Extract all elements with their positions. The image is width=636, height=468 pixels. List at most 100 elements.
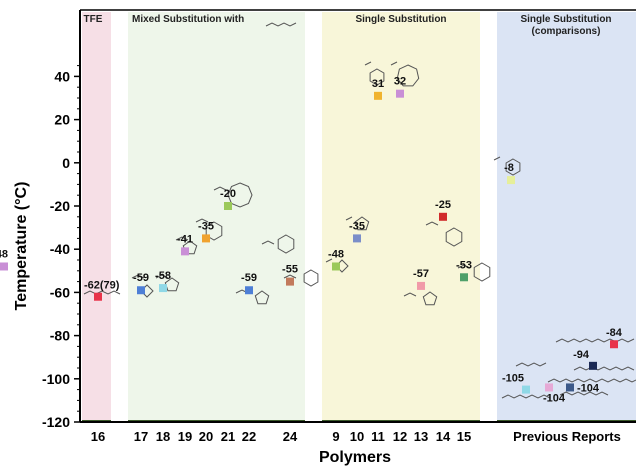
linker-structure	[364, 61, 372, 66]
data-label: -104	[577, 382, 600, 394]
data-point	[159, 284, 167, 293]
y-tick-label: -20	[50, 198, 70, 214]
linker-structure	[425, 221, 439, 226]
data-point	[137, 286, 145, 295]
x-tick-label: 16	[91, 429, 105, 444]
x-axis-label: Polymers	[319, 449, 391, 466]
x-tick-label: 18	[156, 429, 170, 444]
phenyl-ring-structure	[505, 158, 521, 176]
data-label: 31	[372, 78, 384, 90]
data-label: -8	[504, 162, 514, 174]
cyclopentyl-ring-structure	[422, 291, 438, 306]
x-tick-label: 11	[371, 429, 385, 444]
cyclohexyl-ring-structure	[303, 269, 319, 287]
cyclohexyl-ring-structure	[473, 262, 491, 282]
data-point	[286, 277, 294, 286]
region-4-label: Single Substitution	[520, 14, 611, 25]
data-label: -35	[349, 220, 365, 232]
data-point	[507, 176, 515, 185]
alkyl-chain-structure	[501, 394, 551, 399]
data-label: -53	[456, 259, 472, 271]
data-point	[460, 273, 468, 282]
cyclohexyl-ring-structure	[205, 221, 223, 241]
data-point	[245, 286, 253, 295]
region-2-background	[128, 12, 305, 422]
data-point	[0, 262, 8, 271]
alkyl-chain-structure	[515, 362, 547, 367]
linker-structure	[345, 216, 353, 221]
alkyl-chain-structure	[547, 378, 636, 383]
data-label: -104	[543, 392, 566, 404]
cyclopentyl-ring-structure	[354, 216, 370, 231]
data-label: -25	[435, 199, 451, 211]
x-tick-label: 15	[457, 429, 471, 444]
y-axis-label: Temperature (°C)	[13, 182, 30, 311]
y-tick-label: -100	[42, 371, 70, 387]
x-tick-label: 9	[332, 429, 339, 444]
linker-structure	[325, 258, 333, 263]
alkyl-chain-structure	[559, 391, 609, 396]
x-tick-label: Previous Reports	[513, 429, 621, 444]
x-tick-label: 10	[350, 429, 364, 444]
chemical-structures	[83, 22, 636, 399]
data-label: -59	[133, 272, 149, 284]
y-tick-label: -60	[50, 284, 70, 300]
linker-structure	[457, 264, 471, 269]
x-tick-label: 21	[221, 429, 235, 444]
data-point	[522, 385, 530, 394]
data-label: -84	[606, 327, 623, 339]
data-label: -48	[328, 248, 344, 260]
linker-structure	[403, 292, 417, 297]
data-point	[202, 234, 210, 243]
data-point	[353, 234, 361, 243]
cyclopentyl-ring-structure	[182, 240, 198, 255]
axes: -120 -100 -80 -60 -40 -20 0 20 40 16 17 18 19 20 21 22 2…	[42, 10, 636, 444]
linker-structure	[175, 236, 189, 241]
y-tick-label: 0	[62, 155, 70, 171]
data-label: -62(79)	[84, 280, 120, 292]
data-point	[589, 361, 597, 370]
cyclopentyl-ring-structure	[164, 277, 180, 292]
alkyl-chain-structure	[573, 366, 635, 371]
x-tick-label: 24	[283, 429, 298, 444]
data-point	[566, 383, 574, 392]
data-points: -62(79) -59 -58 -41 -35 -20 -59 -48 -55 -48 -35 31 3…	[0, 76, 623, 404]
region-2-label: Mixed Substitution with	[132, 14, 244, 25]
data-label: -94	[573, 349, 590, 361]
linker-structure	[155, 274, 169, 279]
region-1-label: TFE	[84, 14, 103, 25]
data-label: -57	[413, 268, 429, 280]
region-1-background	[82, 12, 111, 422]
data-label: 32	[394, 76, 406, 88]
linker-structure	[283, 274, 297, 279]
data-point	[224, 202, 232, 210]
region-3-label: Single Substitution	[355, 14, 446, 25]
data-label: -20	[220, 188, 236, 200]
trifluoroethoxy-structure	[83, 290, 121, 295]
cycloheptyl-ring-structure	[396, 64, 420, 87]
cyclooctyl-ring-structure	[227, 182, 253, 208]
data-point	[396, 89, 404, 98]
x-tick-label: 14	[436, 429, 451, 444]
cyclohexyl-ring-structure	[369, 68, 385, 86]
linker-structure	[261, 240, 275, 245]
alkyl-chain-structure	[555, 338, 635, 343]
y-tick-label: 20	[54, 112, 70, 128]
linker-structure	[493, 156, 501, 161]
region-4-background	[497, 12, 636, 422]
x-tick-label: 13	[414, 429, 428, 444]
data-label: -41	[177, 233, 193, 245]
x-tick-label: 19	[178, 429, 192, 444]
region-3-background	[322, 12, 480, 422]
data-point	[94, 292, 102, 301]
data-point	[545, 383, 553, 392]
region-backgrounds: TFE Mixed Substitution with Single Substit…	[80, 9, 636, 422]
data-point	[439, 212, 447, 221]
linker-structure	[195, 218, 209, 223]
data-point	[374, 91, 382, 100]
data-point	[332, 262, 340, 271]
data-point	[610, 340, 618, 349]
linker-structure	[131, 274, 145, 279]
y-tick-label: -120	[42, 414, 70, 430]
